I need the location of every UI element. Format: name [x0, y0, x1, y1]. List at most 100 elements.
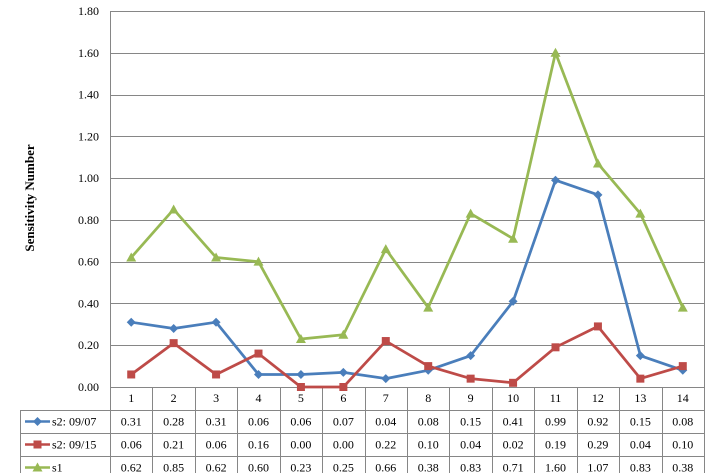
x-tick-label: 2 [171, 391, 177, 405]
series-line-1 [130, 178, 684, 380]
y-tick-label: 1.20 [78, 129, 99, 143]
x-tick-label: 8 [425, 391, 431, 405]
data-point [593, 190, 603, 200]
table-cell-value: 0.66 [375, 461, 396, 473]
table-cell-value: 0.06 [290, 415, 311, 429]
data-point [592, 158, 603, 168]
x-tick-label: 5 [298, 391, 304, 405]
x-tick-label: 14 [677, 391, 689, 405]
table-cell-value: 0.62 [206, 461, 227, 473]
table-cell-value: 0.06 [206, 438, 227, 452]
x-tick-label: 3 [213, 391, 219, 405]
data-point [212, 370, 221, 379]
y-tick-label: 0.80 [78, 213, 99, 227]
table-cell-value: 0.83 [460, 461, 481, 473]
data-point [678, 362, 687, 371]
table-cell-value: 0.92 [587, 415, 608, 429]
data-point [635, 208, 646, 218]
x-tick-label: 6 [340, 391, 346, 405]
table-cell-value: 0.04 [460, 438, 481, 452]
table-cell-value: 0.38 [418, 461, 439, 473]
table-cell-value: 0.00 [290, 438, 311, 452]
data-point [296, 369, 306, 379]
legend-label: s2: 09/15 [52, 438, 96, 452]
table-cell-value: 0.02 [503, 438, 524, 452]
data-point [466, 374, 475, 383]
y-tick-label: 1.60 [78, 46, 99, 60]
table-cell-value: 0.31 [121, 415, 142, 429]
table-cell-value: 0.00 [333, 438, 354, 452]
table-cell-value: 0.62 [121, 461, 142, 473]
table-cell-value: 0.19 [545, 438, 566, 452]
x-tick-label: 9 [468, 391, 474, 405]
data-point [636, 374, 645, 383]
x-tick-label: 12 [592, 391, 604, 405]
data-point [254, 369, 263, 379]
series-line-3 [130, 51, 685, 341]
legend-label: s1 [52, 461, 63, 473]
data-point [169, 339, 178, 348]
table-cell-value: 0.31 [206, 415, 227, 429]
data-point [168, 204, 179, 214]
table-cell-value: 0.85 [163, 461, 184, 473]
data-point [551, 343, 560, 352]
data-point [127, 370, 136, 379]
data-point [126, 317, 136, 327]
data-point [677, 302, 688, 312]
table-cell-value: 0.71 [503, 461, 524, 473]
gridlines [110, 11, 705, 473]
table-cell-value: 0.29 [587, 438, 608, 452]
data-point [381, 337, 390, 346]
table-cell-value: 0.38 [672, 461, 693, 473]
data-point [338, 329, 349, 339]
legend-key-marker [32, 462, 43, 472]
data-point [338, 367, 348, 377]
data-point [551, 175, 560, 185]
data-point [211, 252, 222, 262]
y-axis-ticks: 0.00 0.20 0.40 0.60 0.80 1.00 1.20 1.40 1.60 1.80 [78, 4, 99, 394]
y-tick-label: 0.60 [78, 255, 99, 269]
table-cell-value: 0.04 [375, 415, 396, 429]
table-cell-value: 0.83 [630, 461, 651, 473]
table-cell-value: 0.99 [545, 415, 566, 429]
table-cell-value: 0.28 [163, 415, 184, 429]
data-point [211, 317, 221, 327]
table-cell-value: 0.07 [333, 415, 354, 429]
table-cell-value: 1.60 [545, 461, 566, 473]
x-tick-label: 10 [507, 391, 519, 405]
legend-key-marker [33, 417, 42, 426]
x-tick-label: 1 [128, 391, 134, 405]
y-tick-label: 0.00 [78, 380, 99, 394]
data-point [423, 302, 434, 312]
data-point [169, 324, 179, 334]
series-lines [126, 47, 688, 391]
data-point [509, 378, 518, 387]
data-point [593, 322, 602, 331]
table-cell-value: 0.15 [630, 415, 651, 429]
table-cell-value: 0.08 [672, 415, 693, 429]
y-tick-label: 1.40 [78, 88, 99, 102]
data-point [253, 256, 264, 266]
table-cell-value: 1.07 [587, 461, 608, 473]
data-point [126, 252, 137, 262]
table-cell-value: 0.16 [248, 438, 269, 452]
table-cell-value: 0.06 [248, 415, 269, 429]
table-cell-value: 0.15 [460, 415, 481, 429]
data-point [508, 296, 518, 306]
y-tick-label: 0.40 [78, 296, 99, 310]
x-tick-label: 4 [256, 391, 262, 405]
data-point [296, 383, 305, 391]
data-point [635, 351, 645, 361]
data-point [339, 383, 348, 391]
data-point [424, 362, 433, 371]
series-line-2 [130, 325, 684, 389]
data-point [465, 208, 476, 218]
table-cell-value: 0.22 [375, 438, 396, 452]
x-tick-label: 11 [550, 391, 562, 405]
table-cell-value: 0.25 [333, 461, 354, 473]
y-tick-label: 1.00 [78, 171, 99, 185]
table-cell-value: 0.60 [248, 461, 269, 473]
table-cell-value: 0.10 [418, 438, 439, 452]
